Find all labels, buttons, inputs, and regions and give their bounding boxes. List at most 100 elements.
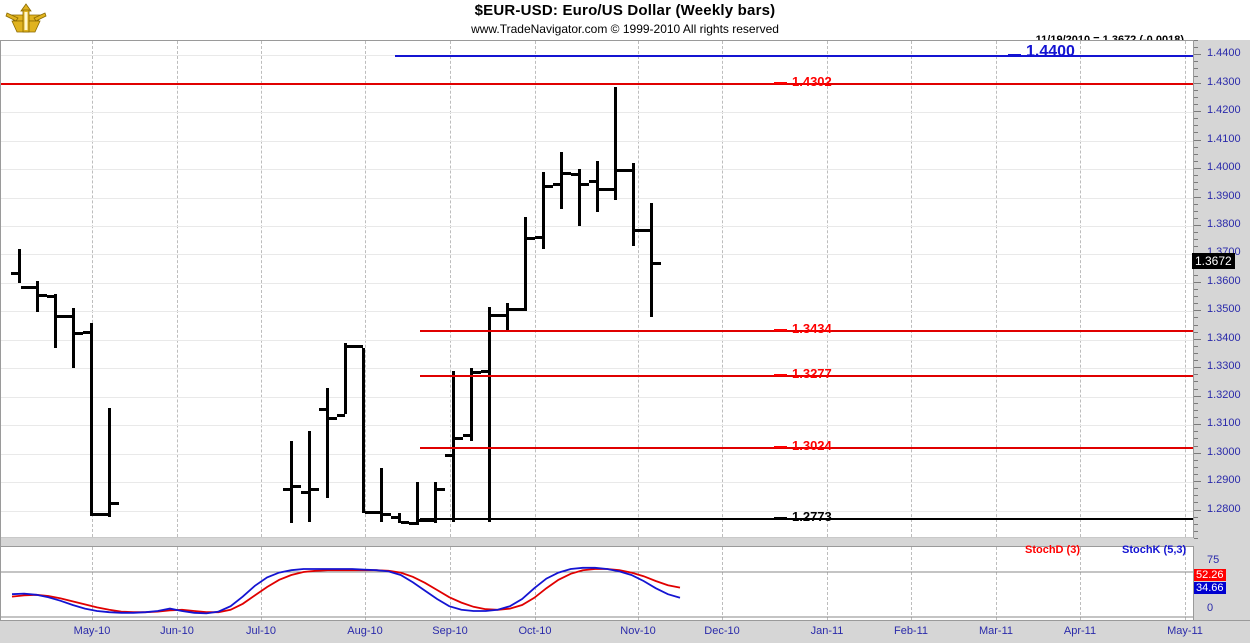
level-label-1-4302: 1.4302 bbox=[792, 74, 832, 90]
price-axis-minor-tick bbox=[1194, 523, 1198, 525]
price-axis-minor-tick bbox=[1194, 438, 1198, 440]
panel-divider bbox=[0, 538, 1250, 546]
ohlc-close-tick bbox=[491, 314, 499, 318]
ohlc-open-tick bbox=[65, 315, 73, 319]
price-axis-minor-tick bbox=[1194, 317, 1198, 319]
price-axis-minor-tick bbox=[1194, 338, 1198, 340]
panel-left-edge bbox=[0, 40, 1, 620]
date-axis-label: Jun-10 bbox=[160, 625, 194, 637]
date-axis-label: Dec-10 bbox=[704, 625, 740, 637]
price-axis-minor-tick bbox=[1194, 459, 1198, 461]
date-axis-label: May-10 bbox=[73, 625, 111, 637]
level-line-1-3434[interactable] bbox=[420, 330, 1193, 333]
ohlc-open-tick bbox=[29, 285, 37, 289]
price-axis-minor-tick bbox=[1194, 445, 1198, 447]
price-axis-minor-tick bbox=[1194, 168, 1198, 170]
gridline-vertical bbox=[722, 41, 723, 537]
ohlc-close-tick bbox=[329, 416, 337, 420]
ohlc-close-tick bbox=[509, 308, 517, 312]
price-axis-minor-tick bbox=[1194, 189, 1198, 191]
stochastic-axis[interactable]: 75 0 52.26 34.66 bbox=[1193, 546, 1250, 620]
ohlc-bar bbox=[362, 348, 365, 514]
ohlc-close-tick bbox=[437, 487, 445, 491]
gridline-vertical bbox=[996, 41, 997, 537]
ohlc-close-tick bbox=[383, 513, 391, 517]
price-axis[interactable]: 1.4400 1.4300 1.4200 1.4100 1.4000 1.3900 1.38… bbox=[1192, 40, 1250, 539]
price-axis-minor-tick bbox=[1194, 310, 1198, 312]
copyright-subtitle: www.TradeNavigator.com © 1999-2010 All r… bbox=[471, 22, 779, 36]
ohlc-open-tick bbox=[535, 235, 543, 239]
ohlc-close-tick bbox=[599, 187, 607, 191]
price-axis-minor-tick bbox=[1194, 324, 1198, 326]
ohlc-close-tick bbox=[455, 436, 463, 440]
price-axis-minor-tick bbox=[1194, 153, 1198, 155]
ohlc-bar bbox=[614, 86, 617, 201]
ohlc-open-tick bbox=[283, 487, 291, 491]
price-axis-minor-tick bbox=[1194, 538, 1198, 539]
ohlc-bar bbox=[542, 171, 545, 249]
chart-header: $EUR-USD: Euro/US Dollar (Weekly bars) w… bbox=[0, 0, 1250, 40]
level-line-1-3277[interactable] bbox=[420, 374, 1193, 377]
price-axis-minor-tick bbox=[1194, 374, 1198, 376]
price-axis-minor-tick bbox=[1194, 509, 1198, 511]
price-axis-minor-tick bbox=[1194, 452, 1198, 454]
ohlc-bar bbox=[506, 302, 509, 332]
ohlc-open-tick bbox=[409, 521, 417, 525]
price-axis-minor-tick bbox=[1194, 111, 1198, 113]
ohlc-bar bbox=[434, 482, 437, 524]
price-axis-minor-tick bbox=[1194, 104, 1198, 106]
level-line-1-4302[interactable] bbox=[0, 83, 1193, 86]
date-axis-label: Jan-11 bbox=[810, 625, 844, 637]
gridline-horizontal bbox=[0, 368, 1193, 370]
date-axis-label: Mar-11 bbox=[978, 625, 1014, 637]
stochastic-panel[interactable] bbox=[0, 546, 1193, 620]
level-label-1-2773: 1.2773 bbox=[792, 509, 832, 525]
gridline-vertical bbox=[1080, 547, 1081, 620]
date-axis-label: Oct-10 bbox=[518, 625, 552, 637]
gridline-vertical bbox=[535, 41, 536, 537]
level-line-1-3024[interactable] bbox=[420, 446, 1193, 449]
ohlc-bar bbox=[632, 163, 635, 246]
price-axis-minor-tick bbox=[1194, 516, 1198, 518]
level-dash-marker bbox=[774, 445, 787, 448]
price-axis-minor-tick bbox=[1194, 224, 1198, 226]
ohlc-close-tick bbox=[419, 519, 427, 523]
price-axis-minor-tick bbox=[1194, 203, 1198, 205]
ohlc-bar bbox=[18, 249, 21, 284]
ohlc-close-tick bbox=[21, 286, 29, 290]
gridline-vertical bbox=[911, 41, 912, 537]
legend-stochk[interactable]: StochK (5,3) bbox=[1122, 544, 1187, 556]
price-axis-minor-tick bbox=[1194, 160, 1198, 162]
level-line-1-4400[interactable] bbox=[395, 55, 1193, 58]
gridline-vertical bbox=[261, 41, 262, 537]
ohlc-open-tick bbox=[373, 510, 381, 514]
price-axis-label: 1.3900 bbox=[1207, 189, 1241, 202]
price-axis-minor-tick bbox=[1194, 239, 1198, 241]
gridline-vertical bbox=[1185, 41, 1186, 537]
gridline-vertical bbox=[92, 547, 93, 620]
legend-stochd[interactable]: StochD (3) bbox=[1025, 544, 1080, 556]
level-line-1-2773[interactable] bbox=[420, 518, 1193, 521]
price-axis-minor-tick bbox=[1194, 89, 1198, 91]
page-title: $EUR-USD: Euro/US Dollar (Weekly bars) bbox=[474, 2, 776, 19]
price-axis-minor-tick bbox=[1194, 281, 1198, 283]
ohlc-open-tick bbox=[607, 187, 615, 191]
price-axis-minor-tick bbox=[1194, 82, 1198, 84]
price-axis-minor-tick bbox=[1194, 139, 1198, 141]
ohlc-open-tick bbox=[481, 369, 489, 373]
price-axis-minor-tick bbox=[1194, 54, 1198, 56]
ohlc-bar bbox=[290, 440, 293, 524]
price-axis-minor-tick bbox=[1194, 40, 1198, 41]
date-axis-label: Apr-11 bbox=[1063, 625, 1097, 637]
date-axis[interactable]: May-10 Jun-10 Jul-10 Aug-10 Sep-10 Oct-10 Nov-… bbox=[0, 620, 1250, 643]
gridline-vertical bbox=[450, 41, 451, 537]
price-axis-label: 1.3000 bbox=[1207, 445, 1241, 458]
ohlc-close-tick bbox=[563, 171, 571, 175]
ohlc-close-tick bbox=[57, 314, 65, 318]
price-axis-minor-tick bbox=[1194, 132, 1198, 134]
price-axis-minor-tick bbox=[1194, 495, 1198, 497]
price-chart-panel[interactable]: TradeNavigator.com bbox=[0, 40, 1193, 538]
level-label-1-4400: 1.4400 bbox=[1026, 43, 1075, 61]
ohlc-bar bbox=[650, 203, 653, 318]
price-axis-minor-tick bbox=[1194, 502, 1198, 504]
